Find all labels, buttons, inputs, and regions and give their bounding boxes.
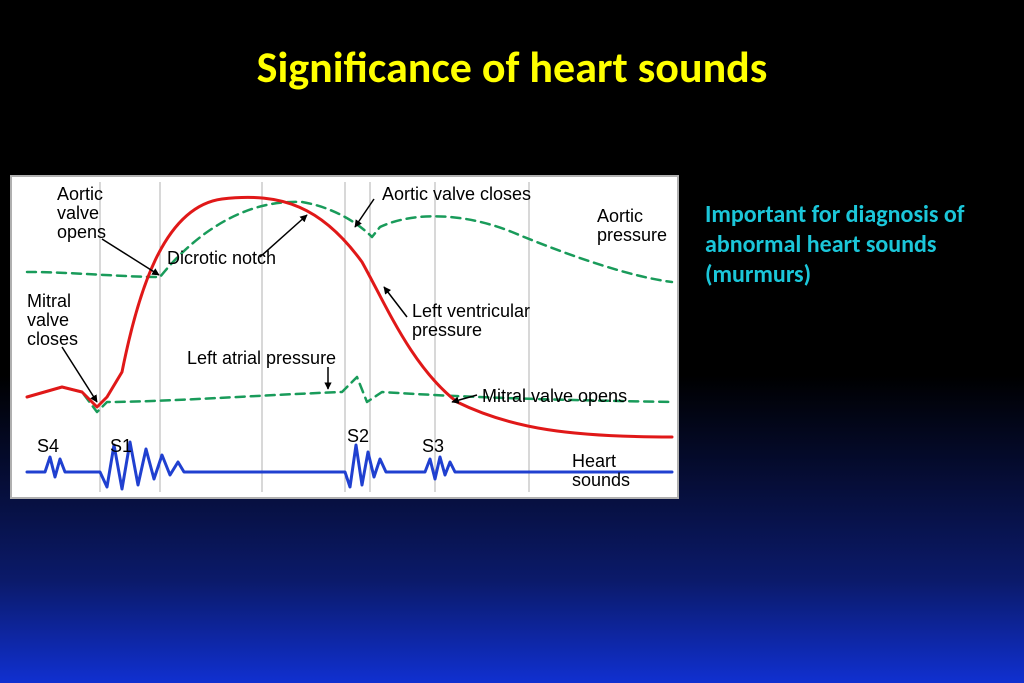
chart-label-mitral_opens: Mitral valve opens <box>482 387 627 406</box>
page-title: Significance of heart sounds <box>0 40 1024 94</box>
wiggers-diagram: S4 S1 S2 S3 Heartsounds Aorticvalveopens Aorti… <box>10 175 679 499</box>
chart-label-heart_sounds: Heartsounds <box>572 452 630 490</box>
diagnosis-annotation: Important for diagnosis of abnormal hear… <box>705 200 1005 290</box>
chart-label-la_pressure: Left atrial pressure <box>187 349 336 368</box>
chart-label-aortic_closes: Aortic valve closes <box>382 185 531 204</box>
chart-label-lv_pressure: Left ventricularpressure <box>412 302 530 340</box>
chart-label-S2: S2 <box>347 427 369 446</box>
chart-label-dicrotic: Dicrotic notch <box>167 249 276 268</box>
chart-label-S4: S4 <box>37 437 59 456</box>
chart-label-aortic_pressure: Aorticpressure <box>597 207 667 245</box>
slide: Significance of heart sounds Important f… <box>0 0 1024 683</box>
chart-label-S1: S1 <box>110 437 132 456</box>
chart-label-S3: S3 <box>422 437 444 456</box>
chart-label-aortic_opens: Aorticvalveopens <box>57 185 106 242</box>
chart-label-mitral_closes: Mitralvalvecloses <box>27 292 78 349</box>
